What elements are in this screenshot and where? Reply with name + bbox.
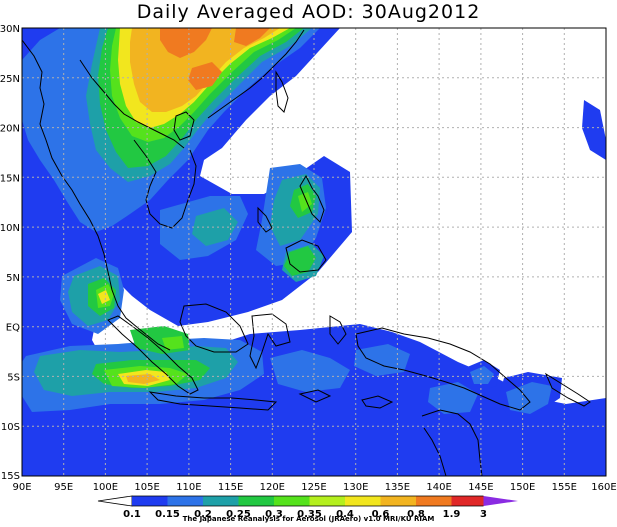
colorbar-segment-9 [416, 496, 452, 506]
colorbar-segment-6 [309, 496, 345, 506]
lat-tick-15n: 15N [0, 173, 20, 184]
colorbar-segment-2 [167, 496, 203, 506]
lon-tick-100e: 100E [93, 482, 118, 493]
lat-tick-20n: 20N [0, 124, 20, 135]
lat-tick-10n: 10N [0, 223, 20, 234]
colorbar-label-0-8: 0.8 [407, 509, 425, 520]
lon-tick-115e: 115E [218, 482, 243, 493]
colorbar: 0.1 0.15 0.2 0.25 0.3 0.35 0.4 0.6 0.8 1… [97, 495, 518, 520]
lon-tick-140e: 140E [426, 482, 451, 493]
lat-tick-15s: 15S [1, 471, 20, 482]
colorbar-low-arrow [97, 495, 133, 507]
colorbar-label-0-15: 0.15 [155, 509, 180, 520]
colorbar-segment-4 [238, 496, 274, 506]
lat-tick-5n: 5N [6, 273, 20, 284]
colorbar-label-3: 3 [480, 509, 487, 520]
colorbar-label-0-6: 0.6 [372, 509, 390, 520]
lon-tick-95e: 95E [54, 482, 73, 493]
colorbar-segment-1 [132, 496, 168, 506]
lat-tick-eq: EQ [6, 323, 20, 334]
lon-tick-90e: 90E [12, 482, 31, 493]
lon-tick-105e: 105E [134, 482, 159, 493]
lon-tick-130e: 130E [343, 482, 368, 493]
colorbar-segment-3 [203, 496, 239, 506]
colorbar-label-0-1: 0.1 [123, 509, 141, 520]
colorbar-segment-10 [451, 496, 484, 506]
lon-tick-125e: 125E [301, 482, 326, 493]
colorbar-segment-5 [274, 496, 310, 506]
lat-tick-5s: 5S [7, 372, 20, 383]
lat-tick-25n: 25N [0, 74, 20, 85]
lon-tick-labels: 90E 95E 100E 105E 110E 115E 120E 125E 13… [12, 482, 616, 493]
colorbar-label-1-9: 1.9 [443, 509, 461, 520]
lat-tick-labels: 30N 25N 20N 15N 10N 5N EQ 5S 10S 15S [0, 24, 20, 482]
colorbar-label-0-2: 0.2 [194, 509, 212, 520]
colorbar-label-0-35: 0.35 [297, 509, 322, 520]
lat-tick-10s: 10S [1, 422, 20, 433]
lon-tick-155e: 155E [552, 482, 577, 493]
colorbar-high-arrow [483, 496, 518, 506]
map-title: Daily Averaged AOD: 30Aug2012 [136, 1, 481, 23]
map-frame [21, 27, 607, 477]
grid-lines [22, 28, 606, 476]
colorbar-label-0-4: 0.4 [336, 509, 354, 520]
lon-tick-150e: 150E [510, 482, 535, 493]
colorbar-label-0-25: 0.25 [226, 509, 251, 520]
lon-tick-120e: 120E [260, 482, 285, 493]
lon-tick-145e: 145E [468, 482, 493, 493]
lat-tick-30n: 30N [0, 24, 20, 35]
lon-tick-160e: 160E [591, 482, 616, 493]
lon-tick-110e: 110E [176, 482, 201, 493]
aod-level-8 [160, 28, 270, 90]
colorbar-segment-8 [380, 496, 416, 506]
lon-tick-135e: 135E [385, 482, 410, 493]
credit-text: The Japanese Reanalysis for Aerosol (JRA… [182, 515, 435, 523]
colorbar-segment-7 [345, 496, 381, 506]
colorbar-label-0-3: 0.3 [265, 509, 283, 520]
